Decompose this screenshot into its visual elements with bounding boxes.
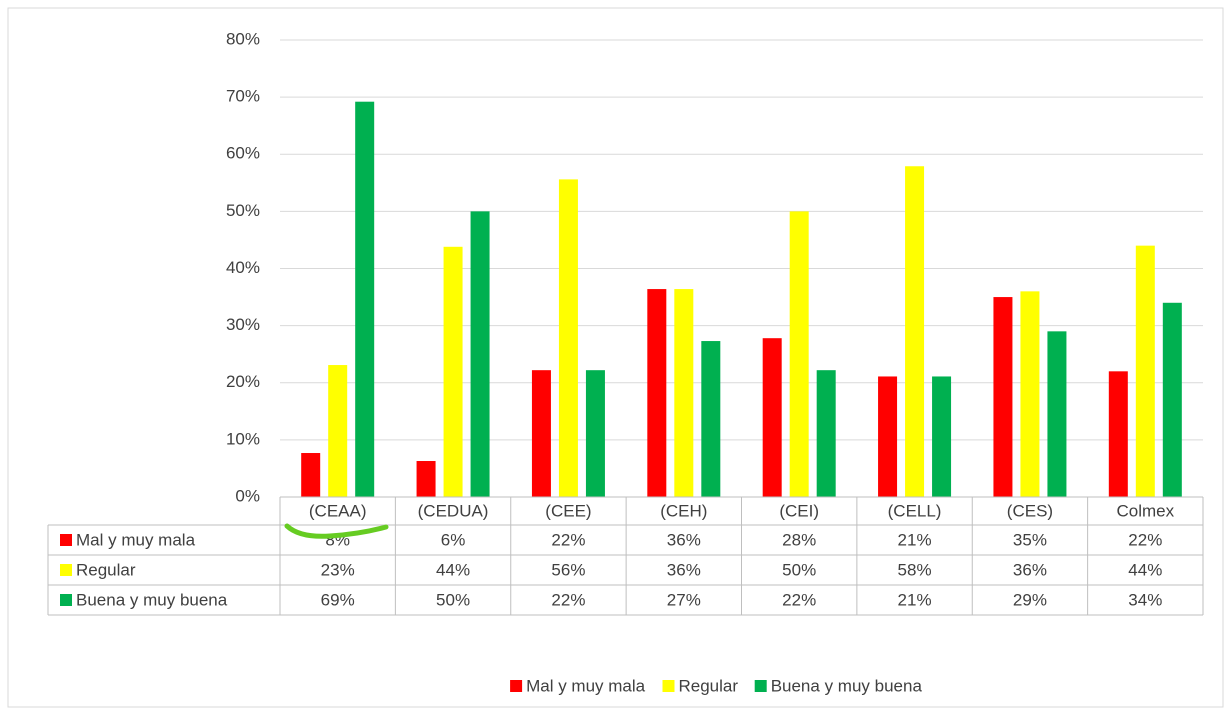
table-row-label: Mal y muy mala [76, 530, 196, 549]
bar [932, 376, 952, 497]
bar [301, 453, 321, 497]
data-label: 22% [782, 590, 816, 609]
data-label: 28% [782, 530, 816, 549]
bar [674, 289, 694, 497]
data-label: 34% [1128, 590, 1162, 609]
y-tick-label: 70% [226, 87, 260, 106]
annotation-squiggle [284, 523, 389, 539]
y-tick-label: 10% [226, 429, 260, 448]
data-label: 21% [898, 530, 932, 549]
bar [1020, 291, 1040, 497]
x-tick-label: (CEDUA) [418, 501, 489, 520]
bar [905, 166, 925, 497]
bar [416, 461, 436, 497]
data-label: 6% [441, 530, 466, 549]
y-tick-label: 20% [226, 372, 260, 391]
legend-label: Mal y muy mala [526, 676, 646, 695]
legend-label: Buena y muy buena [771, 676, 923, 695]
y-tick-label: 30% [226, 315, 260, 334]
bar [355, 101, 375, 497]
bar [558, 179, 578, 497]
data-label: 27% [667, 590, 701, 609]
data-label: 29% [1013, 590, 1047, 609]
data-label: 21% [898, 590, 932, 609]
bar [647, 289, 667, 497]
bar [1047, 331, 1067, 497]
data-label: 50% [436, 590, 470, 609]
table-legend-key [60, 534, 72, 546]
y-tick-label: 60% [226, 144, 260, 163]
data-label: 56% [551, 560, 585, 579]
x-tick-label: (CEAA) [309, 501, 367, 520]
data-label: 69% [321, 590, 355, 609]
bar [1108, 371, 1128, 497]
legend-label: Regular [679, 676, 739, 695]
table-legend-key [60, 594, 72, 606]
data-label: 23% [321, 560, 355, 579]
data-label: 36% [667, 530, 701, 549]
data-label: 22% [551, 530, 585, 549]
legend-key [662, 680, 675, 692]
table-row-label: Buena y muy buena [76, 590, 228, 609]
table-row-label: Regular [76, 560, 136, 579]
bar [470, 211, 490, 497]
data-label: 22% [551, 590, 585, 609]
x-tick-label: (CEH) [660, 501, 707, 520]
bar [878, 376, 898, 497]
bar [701, 341, 721, 497]
bar [585, 370, 605, 497]
x-tick-label: (CEE) [545, 501, 591, 520]
bar [762, 338, 782, 497]
bar [443, 246, 463, 497]
bar [328, 365, 348, 497]
data-label: 58% [898, 560, 932, 579]
x-tick-label: (CES) [1007, 501, 1053, 520]
bar [1135, 245, 1155, 497]
data-label: 36% [1013, 560, 1047, 579]
y-tick-label: 50% [226, 201, 260, 220]
data-label: 22% [1128, 530, 1162, 549]
bar [993, 297, 1013, 497]
bar [816, 370, 836, 497]
y-tick-label: 80% [226, 29, 260, 48]
data-label: 50% [782, 560, 816, 579]
y-tick-label: 40% [226, 258, 260, 277]
bar [1162, 302, 1182, 497]
y-tick-label: 0% [235, 486, 260, 505]
data-label: 36% [667, 560, 701, 579]
x-tick-label: Colmex [1117, 501, 1175, 520]
data-label: 35% [1013, 530, 1047, 549]
legend-key [510, 680, 523, 692]
x-tick-label: (CEI) [779, 501, 819, 520]
bar [789, 211, 809, 497]
legend-key [754, 680, 767, 692]
data-label: 44% [436, 560, 470, 579]
x-tick-label: (CELL) [888, 501, 942, 520]
bar [531, 370, 551, 497]
table-legend-key [60, 564, 72, 576]
data-label: 44% [1128, 560, 1162, 579]
